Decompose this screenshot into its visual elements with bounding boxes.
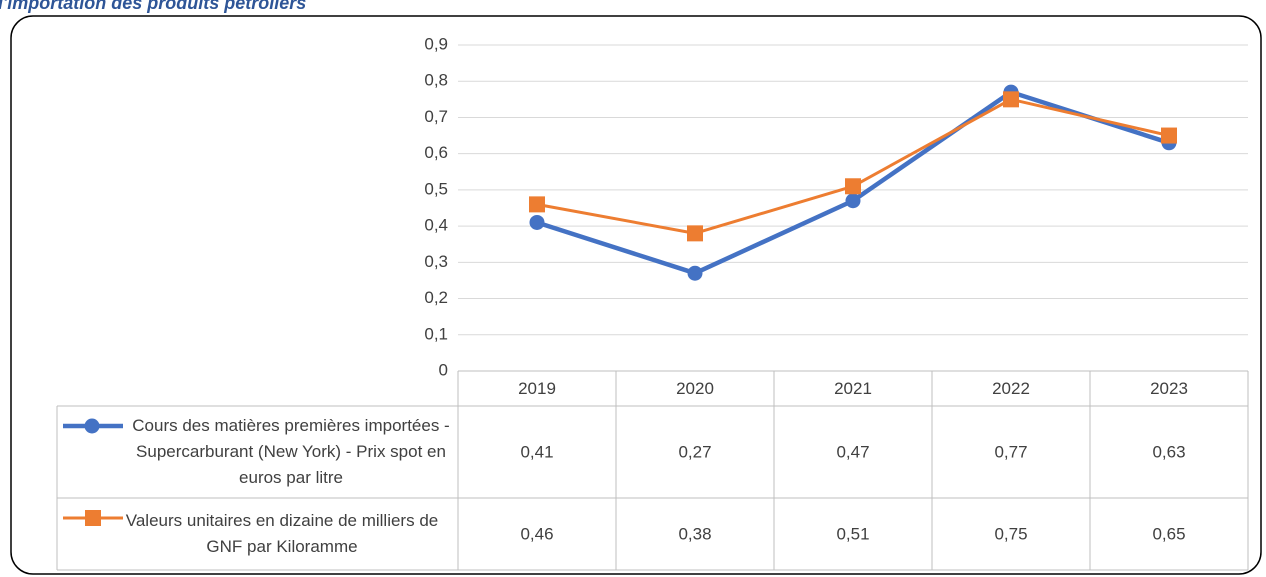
legend-marker: [85, 510, 101, 526]
marker: [687, 265, 703, 281]
marker: [529, 196, 545, 213]
table-value: 0,46: [520, 524, 553, 543]
marker: [845, 193, 861, 209]
table-value: 0,65: [1152, 524, 1185, 543]
x-tick-label: 2023: [1150, 379, 1188, 398]
table-value: 0,47: [836, 442, 869, 461]
x-tick-label: 2022: [992, 379, 1030, 398]
legend-label: Valeurs unitaires en dizaine de milliers…: [125, 511, 439, 556]
y-tick-label: 0,3: [424, 252, 448, 271]
table-value: 0,51: [836, 524, 869, 543]
table-value: 0,75: [994, 524, 1027, 543]
y-tick-label: 0,6: [424, 143, 448, 162]
legend-marker: [84, 418, 100, 434]
marker: [845, 178, 861, 195]
x-tick-label: 2020: [676, 379, 714, 398]
y-tick-label: 0,5: [424, 179, 448, 198]
table-value: 0,27: [678, 442, 711, 461]
table-value: 0,63: [1152, 442, 1185, 461]
y-tick-label: 0,1: [424, 324, 448, 343]
y-tick-label: 0,7: [424, 107, 448, 126]
table-value: 0,38: [678, 524, 711, 543]
y-tick-label: 0: [439, 360, 448, 379]
marker: [687, 225, 703, 242]
table-value: 0,77: [994, 442, 1027, 461]
table-value: 0,41: [520, 442, 553, 461]
y-tick-label: 0,2: [424, 288, 448, 307]
marker: [1161, 127, 1177, 144]
y-tick-label: 0,9: [424, 34, 448, 53]
x-tick-label: 2019: [518, 379, 556, 398]
marker: [1003, 91, 1019, 108]
legend-label: Cours des matières premières importées -…: [132, 416, 450, 487]
chart-title: l'importation des produits pétroliers: [0, 0, 306, 13]
marker: [529, 214, 545, 230]
frame: [10, 15, 1262, 575]
y-tick-label: 0,8: [424, 71, 448, 90]
series-line: [536, 97, 1170, 235]
y-tick-label: 0,4: [424, 216, 448, 235]
x-tick-label: 2021: [834, 379, 872, 398]
